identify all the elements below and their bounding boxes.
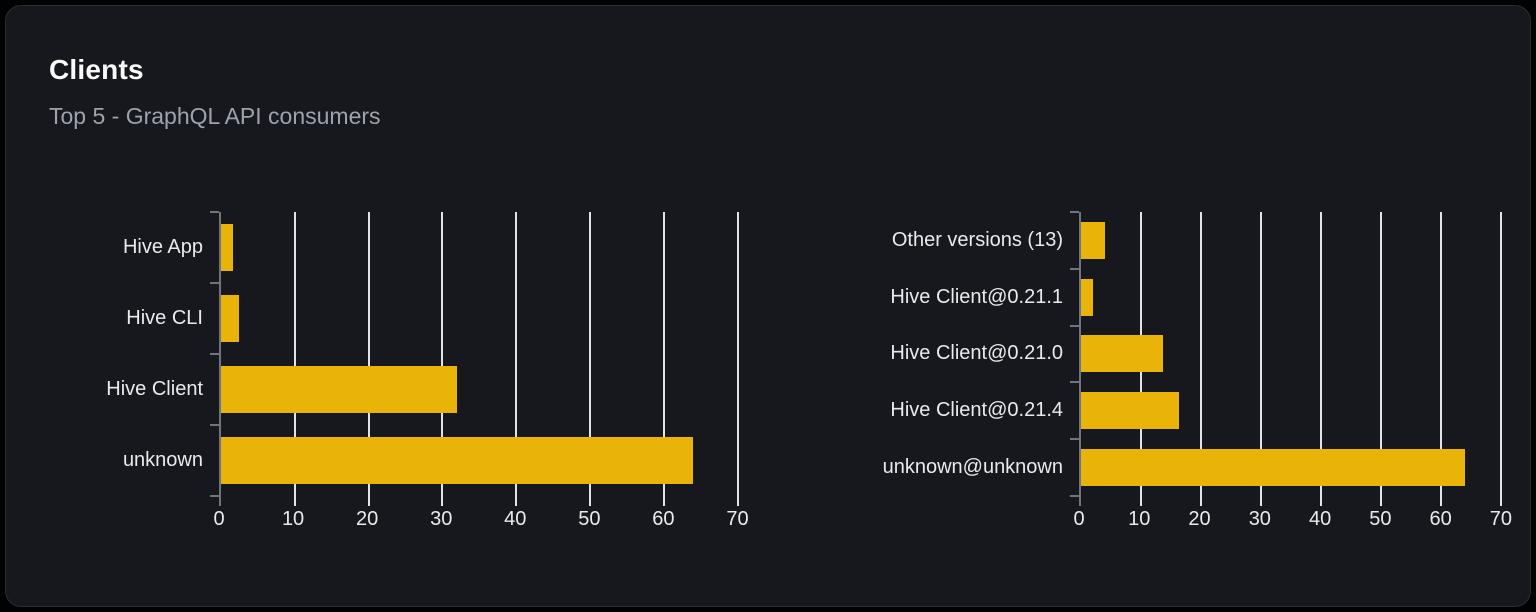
category-label-hive-client-0-21-1: Hive Client@0.21.1 bbox=[890, 285, 1063, 308]
y-axis-tick bbox=[210, 211, 219, 213]
bar-unknown[interactable] bbox=[221, 437, 694, 484]
x-tick-label-0: 0 bbox=[213, 508, 225, 530]
x-axis-zero-tick bbox=[219, 496, 221, 506]
y-axis-tick bbox=[1070, 381, 1079, 383]
x-tick-label-0: 0 bbox=[1073, 508, 1085, 530]
gridline bbox=[588, 212, 591, 506]
y-axis-tick bbox=[1070, 438, 1079, 440]
gridline bbox=[441, 212, 444, 506]
category-labels: Other versions (13) Hive Client@0.21.1 Hiv… bbox=[851, 212, 1079, 542]
y-axis-tick bbox=[210, 424, 219, 426]
bar-row bbox=[1081, 439, 1516, 496]
clients-by-name-chart: Hive App Hive CLI Hive Client unknown 0 10 20 3… bbox=[46, 211, 756, 542]
x-tick-label-70: 70 bbox=[726, 508, 749, 530]
y-axis-tick bbox=[210, 282, 219, 284]
bar-other-versions-13[interactable] bbox=[1081, 221, 1105, 259]
gridline bbox=[293, 212, 296, 506]
x-tick-label-30: 30 bbox=[430, 508, 453, 530]
bar-hive-client[interactable] bbox=[221, 366, 458, 413]
y-axis-tick bbox=[1070, 268, 1079, 270]
gridline bbox=[1440, 212, 1442, 506]
bar-row bbox=[1081, 212, 1516, 269]
category-label-other-versions-13: Other versions (13) bbox=[891, 228, 1063, 251]
x-tick-label-20: 20 bbox=[356, 508, 379, 530]
category-label-hive-client: Hive Client bbox=[106, 378, 203, 400]
category-label-unknown-unknown: unknown@unknown bbox=[882, 456, 1063, 479]
gridline bbox=[1500, 212, 1502, 506]
x-axis-tick-labels: 0 10 20 30 40 50 60 70 bbox=[213, 508, 756, 542]
y-axis-tick bbox=[1070, 325, 1079, 327]
x-tick-label-60: 60 bbox=[652, 508, 675, 530]
y-axis-tick bbox=[210, 353, 219, 355]
x-tick-label-40: 40 bbox=[1308, 508, 1332, 530]
bar-row bbox=[1081, 326, 1516, 383]
bar-unknown-unknown[interactable] bbox=[1081, 449, 1465, 487]
x-tick-label-10: 10 bbox=[281, 508, 305, 530]
gridline bbox=[1319, 212, 1322, 506]
x-tick-label-40: 40 bbox=[504, 508, 527, 530]
x-tick-label-70: 70 bbox=[1489, 508, 1513, 530]
x-tick-label-50: 50 bbox=[578, 508, 601, 530]
y-axis-tick bbox=[1070, 495, 1079, 497]
plot-area bbox=[210, 211, 756, 506]
x-tick-label-10: 10 bbox=[1128, 508, 1151, 530]
gridline bbox=[515, 212, 518, 506]
x-tick-label-30: 30 bbox=[1248, 508, 1271, 530]
gridline bbox=[662, 212, 665, 506]
x-tick-label-60: 60 bbox=[1429, 508, 1452, 530]
clients-card: Clients Top 5 - GraphQL API consumers Hi… bbox=[5, 5, 1531, 607]
gridline bbox=[367, 212, 370, 506]
bar-hive-cli[interactable] bbox=[221, 295, 239, 342]
bar-row bbox=[221, 425, 756, 496]
gridline bbox=[1259, 212, 1262, 506]
category-labels: Hive App Hive CLI Hive Client unknown bbox=[46, 212, 219, 542]
x-tick-label-50: 50 bbox=[1369, 508, 1392, 530]
bar-row bbox=[1081, 269, 1516, 326]
category-label-hive-client-0-21-0: Hive Client@0.21.0 bbox=[890, 342, 1063, 365]
x-tick-label-20: 20 bbox=[1188, 508, 1211, 530]
category-label-hive-cli: Hive CLI bbox=[126, 307, 203, 329]
y-axis-tick bbox=[1070, 211, 1079, 213]
x-axis-zero-tick bbox=[1079, 496, 1081, 506]
gridline bbox=[1199, 212, 1202, 506]
category-label-unknown: unknown bbox=[122, 449, 203, 471]
bar-hive-client-0-21-1[interactable] bbox=[1081, 278, 1093, 316]
bar-hive-client-0-21-0[interactable] bbox=[1081, 335, 1163, 373]
category-label-hive-app: Hive App bbox=[122, 236, 203, 258]
bar-hive-app[interactable] bbox=[221, 224, 233, 271]
card-title: Clients bbox=[49, 54, 144, 85]
plot-area bbox=[1070, 211, 1516, 506]
bar-row bbox=[1081, 382, 1516, 439]
y-axis-tick bbox=[210, 495, 219, 497]
bar-hive-client-0-21-4[interactable] bbox=[1081, 392, 1180, 430]
gridline bbox=[736, 212, 739, 506]
bar-row bbox=[221, 354, 756, 425]
gridline bbox=[1380, 212, 1382, 506]
card-subtitle: Top 5 - GraphQL API consumers bbox=[49, 103, 381, 129]
bar-row bbox=[221, 283, 756, 354]
category-label-hive-client-0-21-4: Hive Client@0.21.4 bbox=[890, 399, 1063, 422]
x-axis-tick-labels: 0 10 20 30 40 50 60 70 bbox=[1073, 508, 1516, 542]
bar-row bbox=[221, 212, 756, 283]
clients-by-version-chart: Other versions (13) Hive Client@0.21.1 Hiv… bbox=[851, 211, 1516, 542]
